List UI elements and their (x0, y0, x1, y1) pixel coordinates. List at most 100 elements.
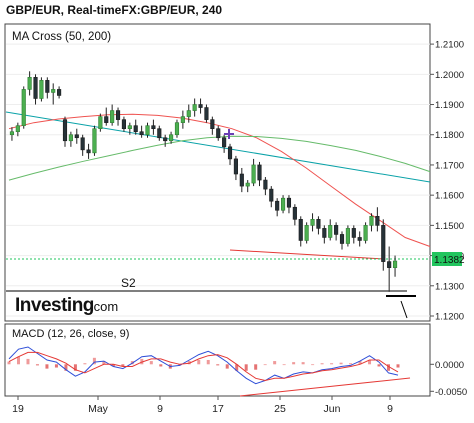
macd-histogram-bar (149, 361, 153, 365)
x-tick-label: May (88, 403, 109, 415)
macd-histogram-bar (339, 362, 343, 365)
candle-body (180, 116, 185, 123)
macd-histogram-bar (159, 364, 163, 367)
candle-body (286, 197, 292, 208)
candle-body (133, 125, 138, 133)
target-pointer (400, 300, 408, 319)
candle-body (251, 164, 256, 184)
macd-y-tick-label: 0.0000 (435, 360, 464, 371)
macd-histogram-bar (54, 364, 58, 368)
candle-body (27, 77, 32, 90)
candle-body (74, 134, 79, 139)
last-price-tag (432, 252, 462, 266)
candle-body (381, 225, 386, 262)
candle-body (269, 188, 274, 202)
macd-histogram-bar (263, 364, 267, 366)
candle-body (216, 128, 221, 139)
macd-histogram-bar (35, 364, 39, 366)
macd-histogram-bar (320, 363, 324, 365)
candle-body (387, 261, 392, 268)
blue-trendline (5, 111, 431, 183)
macd-histogram-bar (254, 364, 258, 370)
signal-line (8, 351, 399, 382)
macd-histogram-bar (244, 364, 248, 371)
candle-body (186, 110, 191, 117)
candle-body (375, 216, 380, 226)
macd-y-tick-label: -0.0050 (435, 387, 467, 398)
svg-text:Investing: Investing (15, 295, 94, 316)
candle-body (57, 89, 62, 96)
macd-histogram-bar (197, 359, 201, 365)
macd-histogram-bar (235, 364, 239, 371)
macd-histogram-bar (121, 364, 125, 367)
price-y-tick-label: 1.1500 (435, 221, 464, 232)
macd-label: MACD (12, 26, close, 9) (12, 328, 129, 340)
price-y-tick-label: 1.1600 (435, 191, 464, 202)
candle-body (263, 179, 268, 190)
candle-body (15, 125, 20, 133)
macd-histogram-bar (216, 364, 220, 366)
candle-body (292, 206, 297, 220)
candle-body (345, 228, 350, 244)
price-panel-frame (4, 23, 431, 322)
candle-body (392, 260, 398, 268)
candle-body (275, 200, 280, 211)
candle-body (357, 237, 362, 241)
candle-body (104, 116, 109, 123)
candle-body (257, 164, 262, 181)
price-y-tick-label: 1.2000 (435, 70, 464, 81)
candle-body (62, 119, 68, 142)
macd-histogram-bar (7, 361, 11, 365)
candle-body (39, 80, 44, 99)
macd-histogram-bar (45, 364, 49, 369)
macd-histogram-bar (282, 364, 286, 366)
x-tick-label: Jun (324, 403, 341, 415)
macd-line (8, 346, 399, 385)
candle-body (169, 134, 174, 142)
candle-body (339, 234, 345, 244)
candle-body (174, 122, 180, 136)
s2-label: S2 (121, 276, 136, 290)
candle-body (316, 219, 321, 229)
price-y-tick-label: 1.1200 (435, 312, 464, 323)
macd-histogram-bar (92, 357, 96, 365)
candle-body (163, 137, 168, 142)
candle-body (298, 219, 303, 241)
macd-histogram-bar (368, 359, 372, 365)
candle-body (192, 104, 197, 111)
svg-text:.com: .com (90, 299, 118, 314)
price-y-tick-label: 1.1300 (435, 281, 464, 292)
candle-body (204, 107, 209, 120)
x-axis: 19 May 9 17 25 Jun 9 (12, 396, 393, 415)
macd-histogram-bar (358, 361, 362, 365)
macd-y-axis: 0.0000 -0.0050 (430, 360, 467, 398)
price-y-tick-label: 1.2100 (435, 40, 464, 51)
x-tick-label: 25 (274, 403, 286, 415)
candle-body (369, 216, 374, 226)
macd-histogram-bar (206, 359, 210, 365)
ma-cross-marker (224, 129, 234, 139)
macd-histogram-bar (311, 364, 315, 366)
macd-histogram-bar (83, 363, 87, 365)
candle-body (145, 125, 150, 136)
macd-lines (8, 346, 399, 385)
candle-body (92, 128, 97, 154)
candle-body (351, 228, 356, 238)
candle-body (280, 197, 286, 211)
candle-body (80, 137, 85, 151)
candle-body (68, 134, 73, 142)
candlesticks (9, 71, 398, 292)
candle-body (322, 228, 327, 238)
macd-histogram-bar (387, 364, 391, 371)
candle-body (310, 219, 315, 226)
ma-cross-label: MA Cross (50, 200) (12, 31, 111, 43)
candle-body (45, 80, 50, 93)
candle-body (21, 89, 26, 126)
macd-histogram-bar (377, 364, 381, 367)
candle-body (139, 131, 144, 136)
candle-body (151, 125, 156, 129)
macd-histogram-bar (273, 361, 277, 365)
macd-histogram-bar (111, 364, 115, 367)
